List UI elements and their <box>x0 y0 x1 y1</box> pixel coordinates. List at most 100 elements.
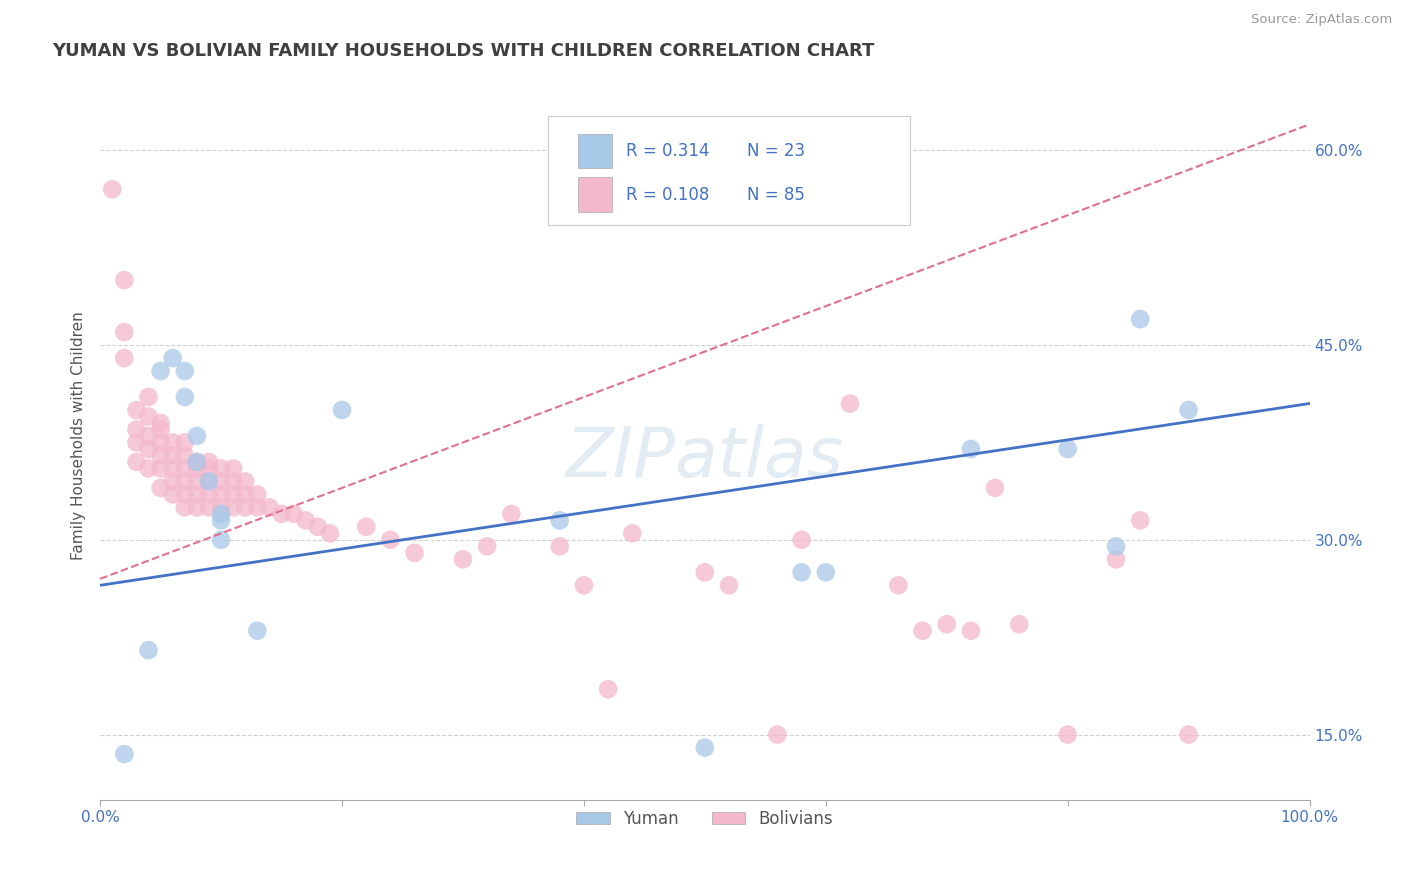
Bolivians <box>790 533 813 547</box>
Bolivians <box>319 526 342 541</box>
Bolivians <box>198 475 221 489</box>
Yuman <box>138 643 160 657</box>
Yuman <box>330 403 353 417</box>
Yuman <box>173 364 195 378</box>
Yuman <box>209 513 232 527</box>
Bolivians <box>307 520 329 534</box>
Bolivians <box>572 578 595 592</box>
Text: R = 0.108: R = 0.108 <box>626 186 710 203</box>
Yuman <box>149 364 172 378</box>
Bolivians <box>718 578 741 592</box>
Yuman <box>162 351 184 365</box>
Bolivians <box>233 500 256 515</box>
Bolivians <box>138 461 160 475</box>
Bolivians <box>863 188 886 202</box>
Bolivians <box>149 435 172 450</box>
Bolivians <box>173 435 195 450</box>
Bolivians <box>125 435 148 450</box>
Bolivians <box>294 513 316 527</box>
Bolivians <box>283 507 305 521</box>
Bolivians <box>222 500 245 515</box>
Bolivians <box>621 526 644 541</box>
Bolivians <box>246 500 269 515</box>
Bolivians <box>960 624 983 638</box>
Yuman <box>548 513 571 527</box>
Yuman <box>112 747 135 761</box>
Bolivians <box>186 455 208 469</box>
Bolivians <box>173 449 195 463</box>
Y-axis label: Family Households with Children: Family Households with Children <box>72 311 86 560</box>
Yuman <box>1177 403 1199 417</box>
Yuman <box>1129 312 1152 326</box>
Bolivians <box>198 487 221 501</box>
Bolivians <box>138 409 160 424</box>
Bolivians <box>112 325 135 339</box>
Yuman <box>198 475 221 489</box>
Bolivians <box>186 475 208 489</box>
Bolivians <box>354 520 377 534</box>
Bolivians <box>149 416 172 430</box>
Bolivians <box>162 487 184 501</box>
Text: N = 85: N = 85 <box>747 186 806 203</box>
Bolivians <box>138 442 160 456</box>
FancyBboxPatch shape <box>547 116 911 225</box>
Yuman <box>790 566 813 580</box>
Bolivians <box>233 487 256 501</box>
Bolivians <box>149 449 172 463</box>
Text: ZIPatlas: ZIPatlas <box>565 425 844 491</box>
Bolivians <box>162 435 184 450</box>
Bolivians <box>1129 513 1152 527</box>
Bolivians <box>246 487 269 501</box>
Bolivians <box>209 461 232 475</box>
Bolivians <box>125 403 148 417</box>
Bolivians <box>911 624 934 638</box>
Bolivians <box>198 455 221 469</box>
Bar <box>578 134 612 169</box>
Bolivians <box>173 461 195 475</box>
Bolivians <box>149 461 172 475</box>
Yuman <box>209 533 232 547</box>
Yuman <box>693 740 716 755</box>
Bolivians <box>222 461 245 475</box>
Yuman <box>814 566 837 580</box>
Bolivians <box>162 461 184 475</box>
Bolivians <box>125 422 148 436</box>
Bolivians <box>209 487 232 501</box>
Bolivians <box>173 487 195 501</box>
Bolivians <box>186 500 208 515</box>
Bolivians <box>887 578 910 592</box>
Bolivians <box>1105 552 1128 566</box>
Bolivians <box>138 390 160 404</box>
Yuman <box>1105 539 1128 553</box>
Legend: Yuman, Bolivians: Yuman, Bolivians <box>569 804 839 835</box>
Bolivians <box>1177 728 1199 742</box>
Bolivians <box>125 455 148 469</box>
Bolivians <box>149 422 172 436</box>
Yuman <box>186 455 208 469</box>
Bolivians <box>839 396 862 410</box>
Bolivians <box>222 475 245 489</box>
Bolivians <box>209 500 232 515</box>
Bolivians <box>451 552 474 566</box>
Bolivians <box>198 461 221 475</box>
Bolivians <box>101 182 124 196</box>
Yuman <box>209 507 232 521</box>
Text: R = 0.314: R = 0.314 <box>626 142 710 160</box>
Bolivians <box>404 546 426 560</box>
Bolivians <box>984 481 1007 495</box>
Bolivians <box>112 273 135 287</box>
Bolivians <box>380 533 402 547</box>
Bolivians <box>501 507 523 521</box>
Yuman <box>246 624 269 638</box>
Bolivians <box>186 487 208 501</box>
Bolivians <box>259 500 281 515</box>
Bolivians <box>233 475 256 489</box>
Bolivians <box>186 461 208 475</box>
Bolivians <box>475 539 498 553</box>
Bolivians <box>209 475 232 489</box>
Bolivians <box>162 449 184 463</box>
Bolivians <box>173 500 195 515</box>
Bolivians <box>138 429 160 443</box>
Bolivians <box>173 475 195 489</box>
Text: N = 23: N = 23 <box>747 142 806 160</box>
